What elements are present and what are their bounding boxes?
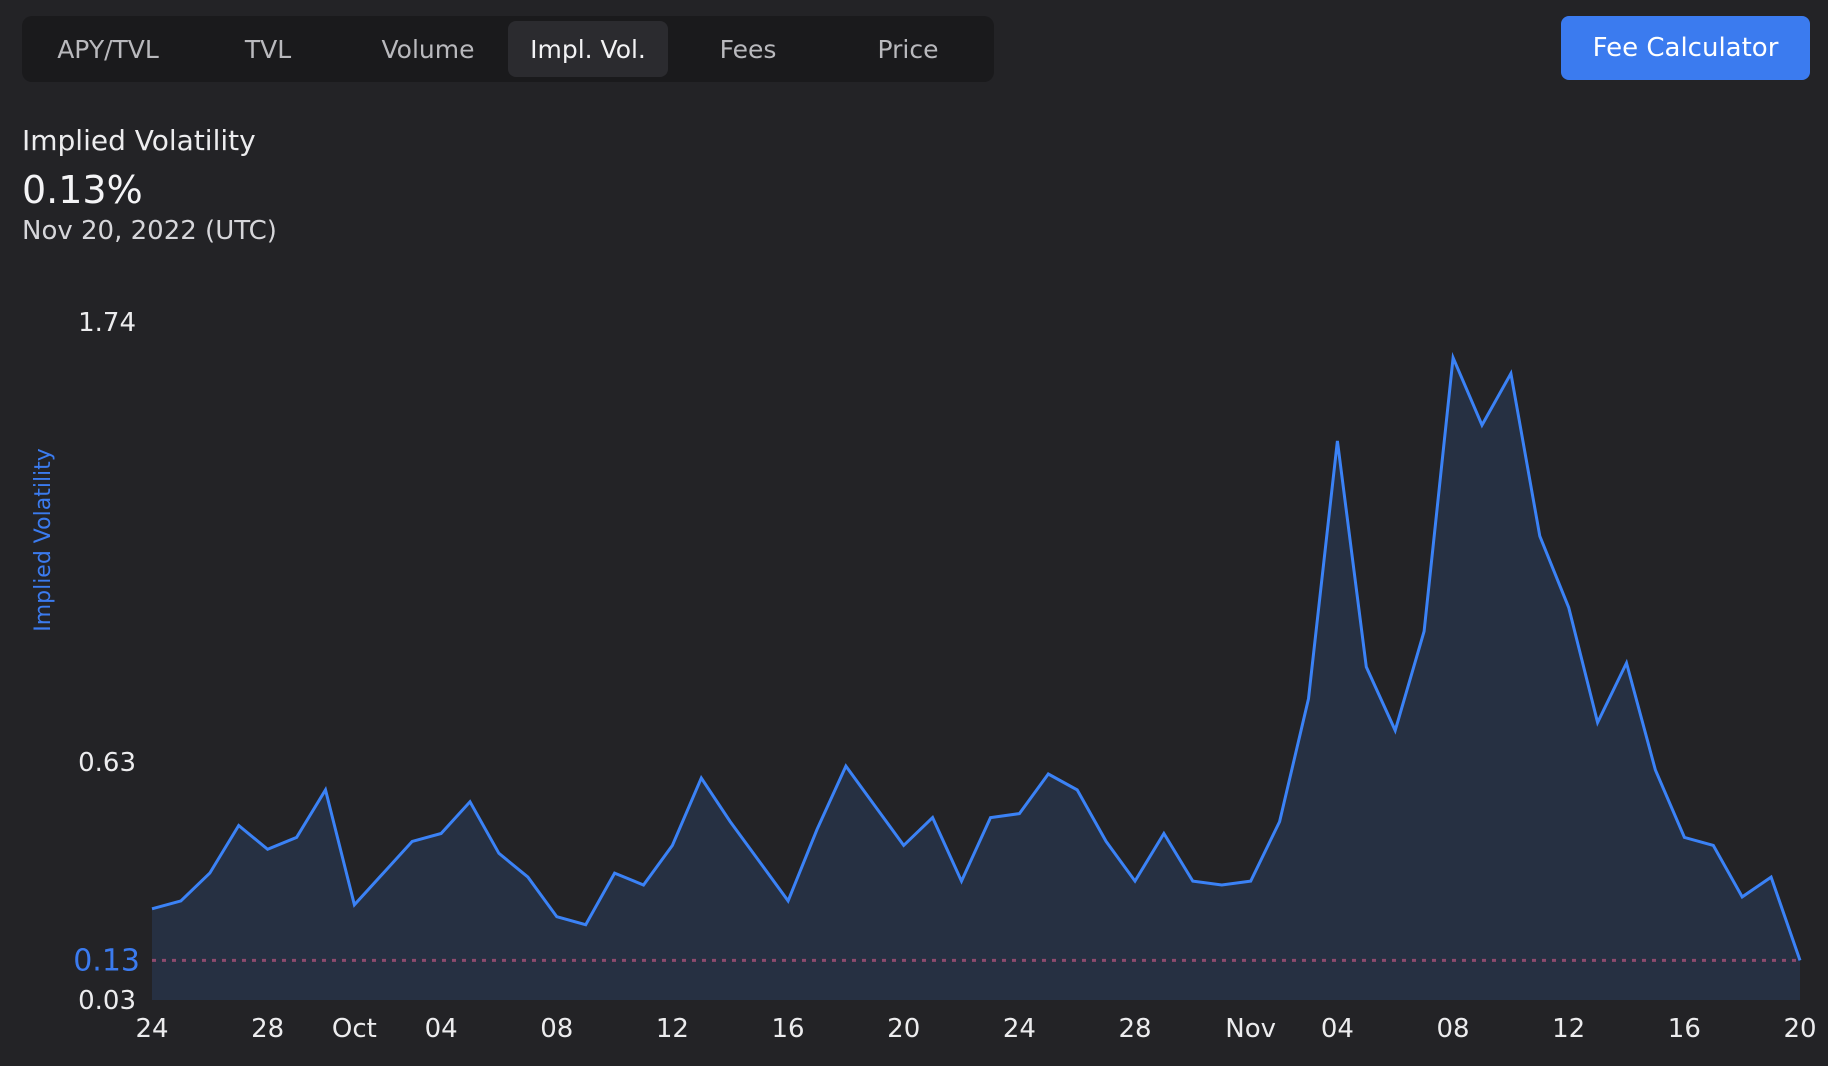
x-tick-label: 12: [656, 1014, 689, 1044]
x-tick-label: 20: [887, 1014, 920, 1044]
series-line: [151, 351, 1802, 961]
tab-price[interactable]: Price: [877, 34, 939, 64]
x-tick-label: 08: [1437, 1014, 1470, 1044]
x-tick-label: 24: [1003, 1014, 1036, 1044]
y-axis-label: Implied Volatility: [31, 448, 56, 632]
y-tick-label: 0.63: [78, 748, 136, 778]
y-tick-label: 1.74: [78, 308, 136, 338]
x-tick-label: 24: [135, 1014, 168, 1044]
tab-apy-tvl[interactable]: APY/TVL: [57, 34, 159, 64]
fee-calculator-button[interactable]: Fee Calculator: [1561, 16, 1810, 80]
x-tick-label: 20: [1783, 1014, 1816, 1044]
current-value-label: 0.13: [73, 943, 140, 978]
x-tick-label: 08: [540, 1014, 573, 1044]
tab-fees[interactable]: Fees: [719, 34, 777, 64]
metric-value: 0.13%: [22, 168, 143, 212]
x-tick-label: Oct: [332, 1014, 377, 1044]
tab-tvl[interactable]: TVL: [244, 34, 292, 64]
x-tick-label: 28: [251, 1014, 284, 1044]
x-tick-label: 16: [772, 1014, 805, 1044]
tab-volume[interactable]: Volume: [381, 34, 475, 64]
x-tick-label: 28: [1118, 1014, 1151, 1044]
x-tick-label: Nov: [1225, 1014, 1276, 1044]
metric-label: Implied Volatility: [22, 124, 256, 157]
x-tick-label: 04: [1321, 1014, 1354, 1044]
metric-date: Nov 20, 2022 (UTC): [22, 216, 277, 246]
x-tick-label: 04: [425, 1014, 458, 1044]
tab-impl-vol[interactable]: Impl. Vol.: [508, 21, 668, 77]
chart-tab-bar: APY/TVL TVL Volume Impl. Vol. Fees Price: [22, 16, 994, 82]
y-tick-label: 0.03: [78, 986, 136, 1016]
series-area: [152, 357, 1800, 1000]
x-tick-label: 12: [1552, 1014, 1585, 1044]
x-tick-label: 16: [1668, 1014, 1701, 1044]
